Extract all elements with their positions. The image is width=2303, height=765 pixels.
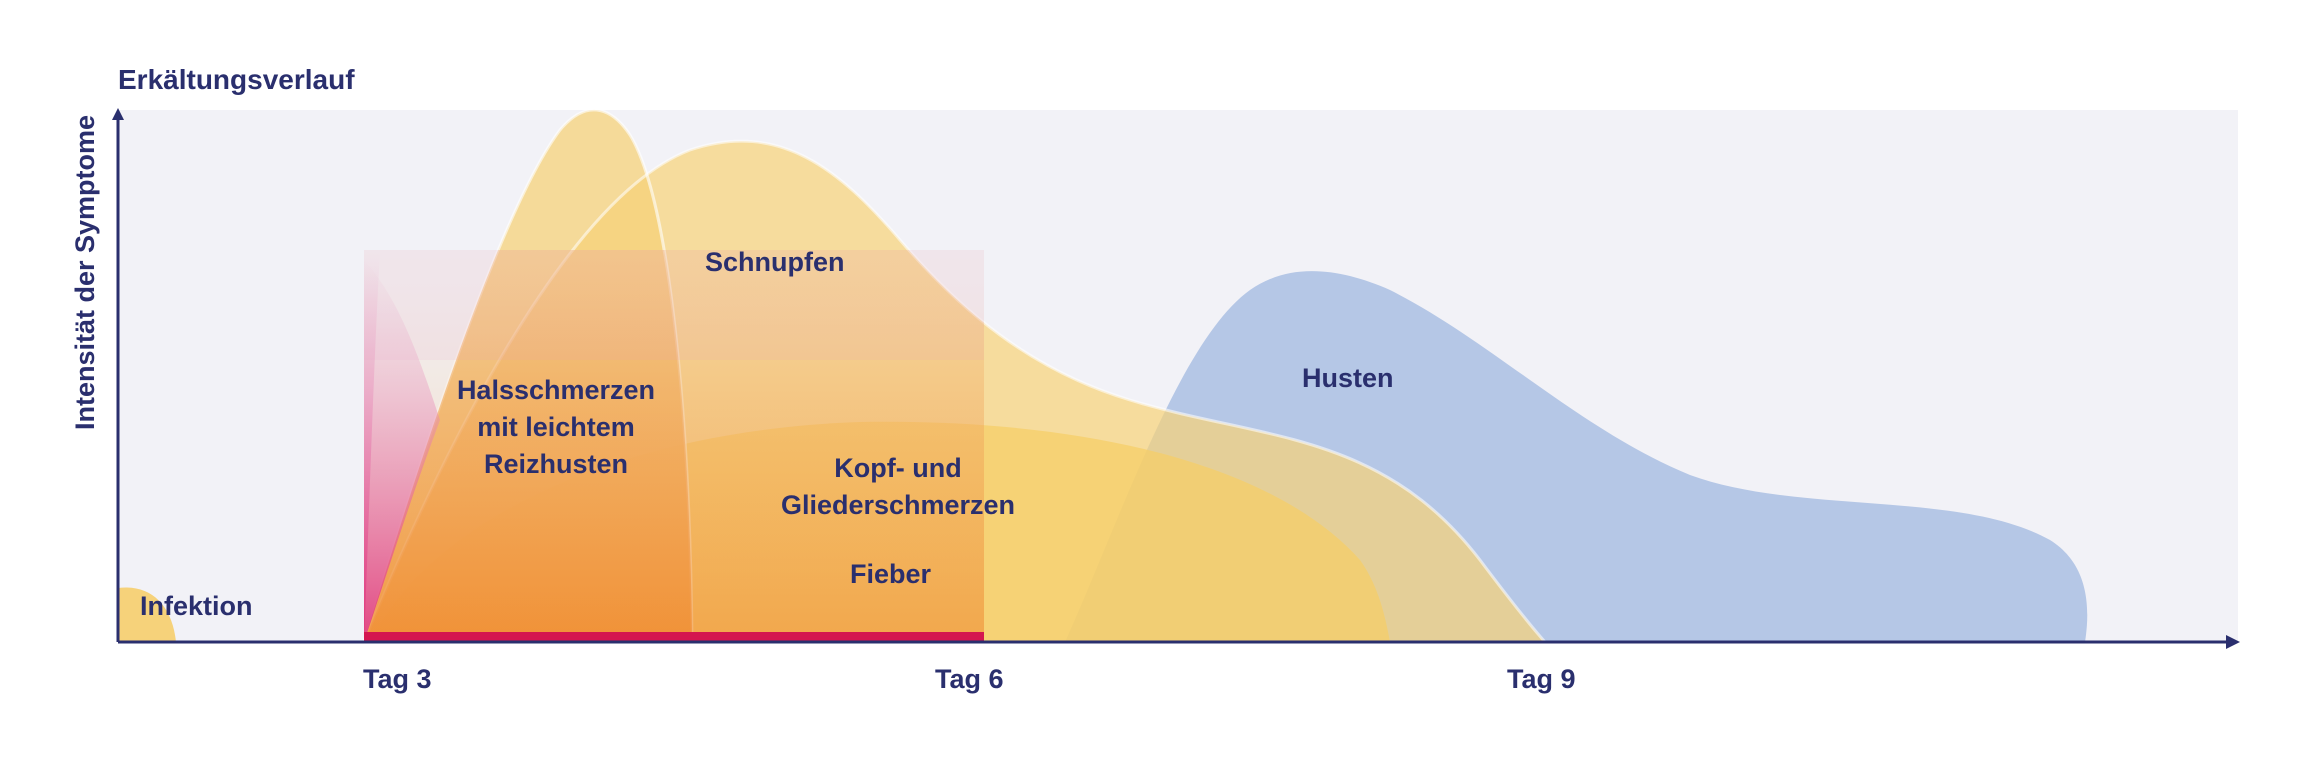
label-kopf-line2: Gliederschmerzen <box>780 490 1016 520</box>
label-kopf-line1: Kopf- und <box>834 453 962 483</box>
x-tick-tag9: Tag 9 <box>1507 664 1576 694</box>
label-kopf-gliederschmerzen: Kopf- und Gliederschmerzen <box>778 450 1018 524</box>
label-fieber: Fieber <box>850 559 932 589</box>
acute-phase-bar <box>364 632 984 642</box>
x-tick-tag6: Tag 6 <box>935 664 1004 694</box>
label-halsschmerzen-line2: mit leichtem <box>477 412 635 442</box>
label-schnupfen: Schnupfen <box>705 247 845 277</box>
x-tick-tag3: Tag 3 <box>363 664 432 694</box>
x-axis-arrow-icon <box>2226 635 2240 649</box>
chart-title: Erkältungsverlauf <box>118 64 355 95</box>
label-halsschmerzen-line3: Reizhusten <box>483 449 629 479</box>
label-halsschmerzen-line1: Halsschmerzen <box>456 375 656 405</box>
y-axis-label: Intensität der Symptome <box>70 114 100 430</box>
infektion-shape <box>118 587 176 642</box>
acute-band <box>364 250 984 642</box>
label-infektion: Infektion <box>140 591 253 621</box>
label-halsschmerzen: Halsschmerzen mit leichtem Reizhusten <box>456 372 656 483</box>
y-axis-arrow-icon <box>112 108 124 120</box>
label-husten: Husten <box>1302 363 1394 393</box>
